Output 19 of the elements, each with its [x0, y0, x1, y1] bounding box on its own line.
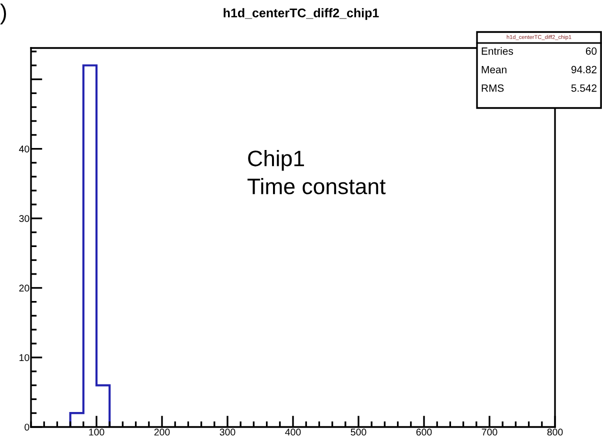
y-tick-label: 10	[20, 354, 30, 362]
text: Mean 94.82	[482, 66, 596, 74]
y-tick-label: 30	[19, 215, 30, 222]
chart-title: h1d_centerTC_diff2_chip1	[224, 8, 379, 20]
x-tick-label: 400	[285, 428, 301, 436]
y-tick-label: 0	[24, 424, 30, 431]
x-tick-label: 600	[416, 428, 432, 436]
y-tick-label: 40	[19, 146, 30, 152]
text: Entries 60	[482, 47, 597, 55]
x-tick-label: 800	[547, 428, 563, 436]
x-tick-label: 300	[220, 428, 236, 436]
y-tick-label: 20	[19, 284, 30, 292]
x-tick-label: 100	[89, 428, 104, 436]
x-tick-label: 200	[154, 428, 170, 436]
text: )	[0, 4, 6, 24]
x-tick-label: 700	[482, 428, 498, 436]
annotation: Chip1 Time constant	[248, 150, 386, 194]
x-tick-label: 500	[350, 428, 366, 436]
text: RMS 5.542	[482, 84, 596, 92]
